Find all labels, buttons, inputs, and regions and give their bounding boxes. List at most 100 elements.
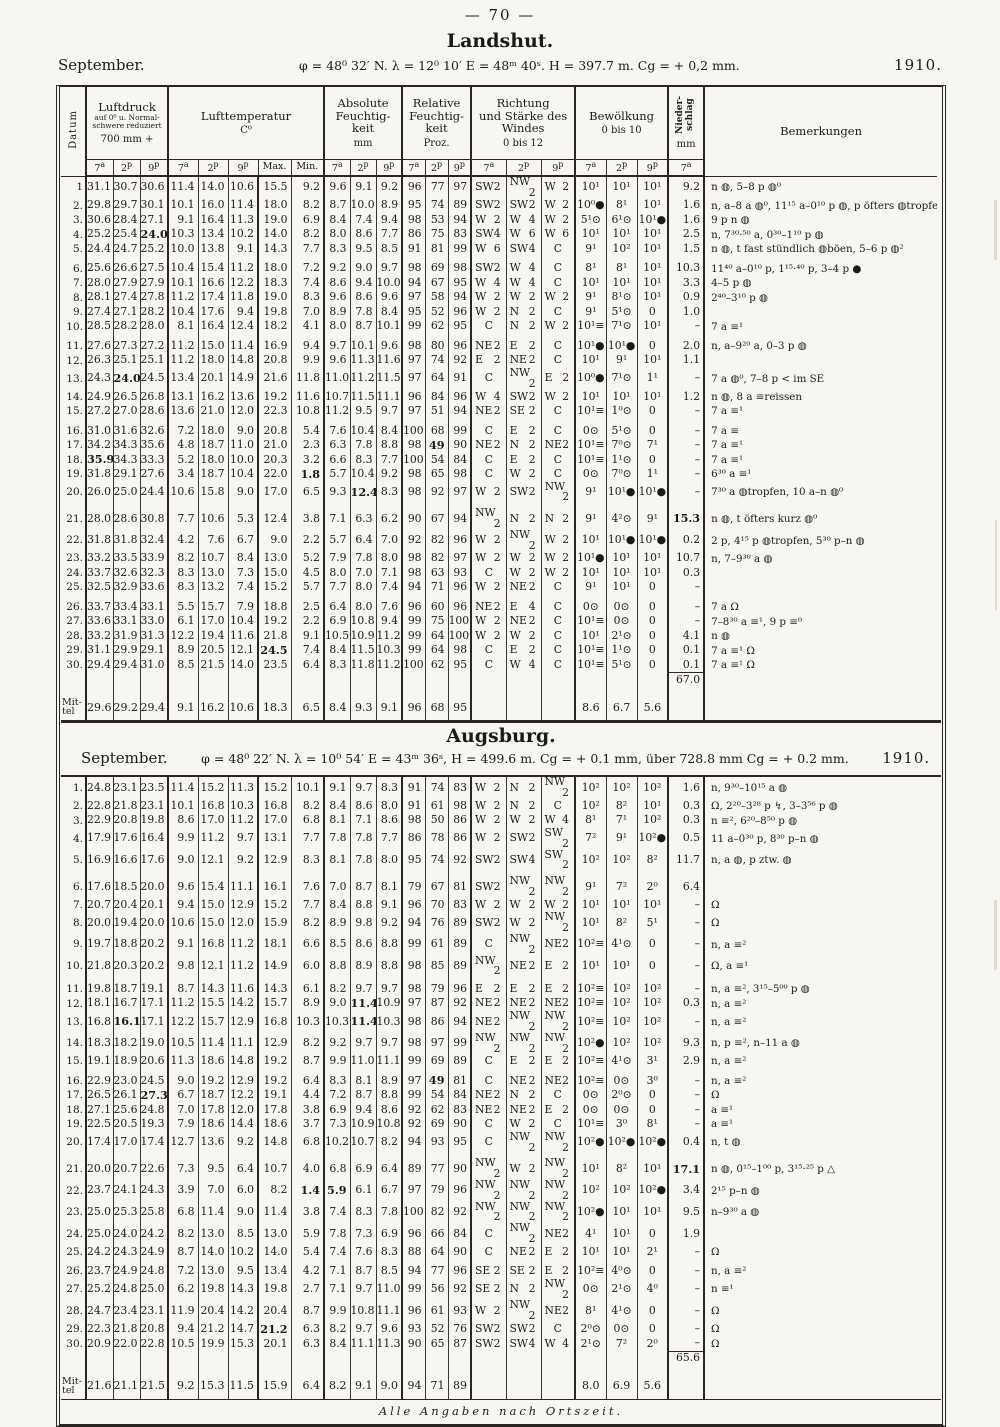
cell-pressure: 23.1 <box>139 1300 168 1322</box>
cell-temp-max: 15.5 <box>257 176 291 199</box>
cell-rel-humidity: 99 <box>401 933 425 956</box>
cell-rel-humidity: 92 <box>447 849 471 872</box>
cell-pressure: 33.7 <box>85 565 113 581</box>
observation-row: 24. 25.0 24.0 24.2 8.2 13.0 8.5 13.0 5.9 7.8 7.3 6.… <box>61 1223 937 1245</box>
cell-wind: NE 2 <box>470 1011 506 1033</box>
observation-row: 11. 19.8 18.7 19.1 8.7 14.3 11.6 14.3 6.1 8.2 9.7 9… <box>61 977 937 997</box>
cell-precipitation: 0.3 <box>667 996 704 1012</box>
cell-wind: C <box>540 1321 575 1337</box>
cell-rel-humidity <box>401 1351 425 1365</box>
cell-remarks <box>703 1351 937 1365</box>
cell-temp-min: 2.3 <box>290 438 325 453</box>
cell-date: 7. <box>72 277 83 290</box>
cell-rel-humidity: 54 <box>424 452 449 468</box>
cell-rel-humidity: 89 <box>447 1054 471 1069</box>
cell-precipitation <box>667 1364 704 1399</box>
cell-abs-humidity: 8.4 <box>323 897 350 913</box>
cell-cloudiness: 2⁰⊙ <box>605 1088 637 1103</box>
cell-date: 9. <box>72 306 83 319</box>
cell-temperature: 18.6 <box>197 1117 228 1132</box>
cell-rel-humidity: 98 <box>401 1032 425 1055</box>
cell-temperature: 13.1 <box>167 389 198 405</box>
cell-wind: NW 2 <box>505 871 541 898</box>
cell-temp-max: 19.8 <box>257 305 291 320</box>
cell-cloudiness: 10¹ <box>636 242 669 257</box>
cell-date: 13. <box>66 372 83 385</box>
cell-date: 16. <box>66 1074 83 1087</box>
cell-temp-min: 7.7 <box>290 897 324 913</box>
year-label: 1910. <box>882 749 931 768</box>
cell-cloudiness: 2⁰⊙ <box>574 1321 606 1337</box>
cell-pressure: 29.1 <box>112 467 140 482</box>
cell-temp-min: 2.2 <box>290 529 325 552</box>
cell-cloudiness: 10¹ <box>605 580 638 595</box>
cell-temperature: 10.0 <box>167 242 198 257</box>
cell-abs-humidity: 7.6 <box>349 1244 376 1260</box>
cell-temp-min: 5.4 <box>290 1244 324 1260</box>
cell-cloudiness: 8² <box>636 849 668 872</box>
cell-temp-max: 15.2 <box>257 580 291 595</box>
cell-pressure: 30.6 <box>139 176 168 199</box>
cell-cloudiness: 8² <box>605 912 637 934</box>
cell-temperature <box>197 672 228 687</box>
cell-rel-humidity: 54 <box>424 1088 448 1103</box>
cell-temperature: 13.0 <box>197 1259 228 1279</box>
cell-abs-humidity: 8.5 <box>375 242 403 257</box>
observation-row: 29. 22.3 21.8 20.8 9.4 21.2 14.7 21.2 6.3 8.2 9.7 9… <box>61 1321 937 1337</box>
cell-abs-humidity: 9.0 <box>375 1364 402 1399</box>
cell-pressure: 20.0 <box>85 1153 113 1180</box>
cell-temp-max: 19.2 <box>257 614 291 629</box>
cell-cloudiness: 10²≡ <box>574 996 606 1012</box>
cell-remarks: n, a ≡², 3¹⁵–5⁰⁰ p ◍ <box>703 977 937 997</box>
observation-row: 19. 22.5 20.5 19.3 7.9 18.6 14.4 18.6 3.7 7.3 10.9… <box>61 1117 937 1132</box>
cell-pressure: 23.1 <box>139 799 168 814</box>
cell-abs-humidity: 11.0 <box>375 1278 402 1301</box>
cell-abs-humidity: 8.6 <box>349 933 376 956</box>
cell-remarks <box>703 672 938 687</box>
cell-rel-humidity: 86 <box>447 813 471 829</box>
cell-rel-humidity: 51 <box>424 404 449 419</box>
cell-temp-max: 10.7 <box>257 1153 291 1180</box>
cell-wind <box>470 686 507 721</box>
cell-pressure: 26.5 <box>85 1088 113 1103</box>
cell-rel-humidity: 74 <box>424 777 448 800</box>
cell-precipitation: 6.4 <box>667 871 704 898</box>
cell-cloudiness: 5¹⊙ <box>605 305 638 320</box>
cell-pressure: 24.8 <box>112 1278 140 1301</box>
table-header: Datum Luftdruck auf 0⁰ u. Normal-schwere r… <box>61 87 938 177</box>
cell-temperature: 6.2 <box>167 1278 198 1301</box>
cell-cloudiness: 0 <box>636 1300 668 1322</box>
cell-temperature: 9.1 <box>227 242 258 257</box>
cell-pressure: 25.2 <box>139 242 168 257</box>
cell-temperature: 20.4 <box>197 1300 228 1322</box>
cell-temp-max: 13.4 <box>257 1259 291 1279</box>
cell-cloudiness: 10⁰● <box>574 198 607 214</box>
cell-rel-humidity: 58 <box>424 290 449 306</box>
cell-remarks: 7 a ≡¹ <box>703 319 938 335</box>
cell-remarks: Ω <box>703 1321 937 1337</box>
observation-row: 14. 24.9 26.5 26.8 13.1 16.2 13.6 19.2 11.6 10.7 1… <box>61 389 938 405</box>
cell-temperature: 14.7 <box>227 1321 258 1337</box>
cell-wind: NW 2 <box>505 933 541 956</box>
cell-rel-humidity: 92 <box>401 529 426 552</box>
cell-temp-min: 8.2 <box>290 799 324 814</box>
cell-remarks: n, a ◍, p ztw. ◍ <box>703 849 937 872</box>
cell-abs-humidity: 11.1 <box>375 389 403 405</box>
cell-date: 29. <box>66 644 83 657</box>
cell-pressure: 26.8 <box>139 389 168 405</box>
observation-row: 4. 25.2 25.4 24.0 10.3 13.4 10.2 14.0 8.2 8.0 8.6 7… <box>61 227 938 243</box>
time-header: 9p <box>227 159 258 177</box>
time-header: 7a <box>470 159 507 177</box>
cell-precipitation: – <box>667 1336 704 1352</box>
cell-temperature: 14.3 <box>227 1278 258 1301</box>
cell-temperature: 11.0 <box>227 438 258 453</box>
cell-abs-humidity: 8.3 <box>323 657 351 673</box>
cell-rel-humidity: 52 <box>424 305 449 320</box>
cell-cloudiness: 7² <box>605 871 637 898</box>
cell-cloudiness: 10¹ <box>636 353 669 369</box>
